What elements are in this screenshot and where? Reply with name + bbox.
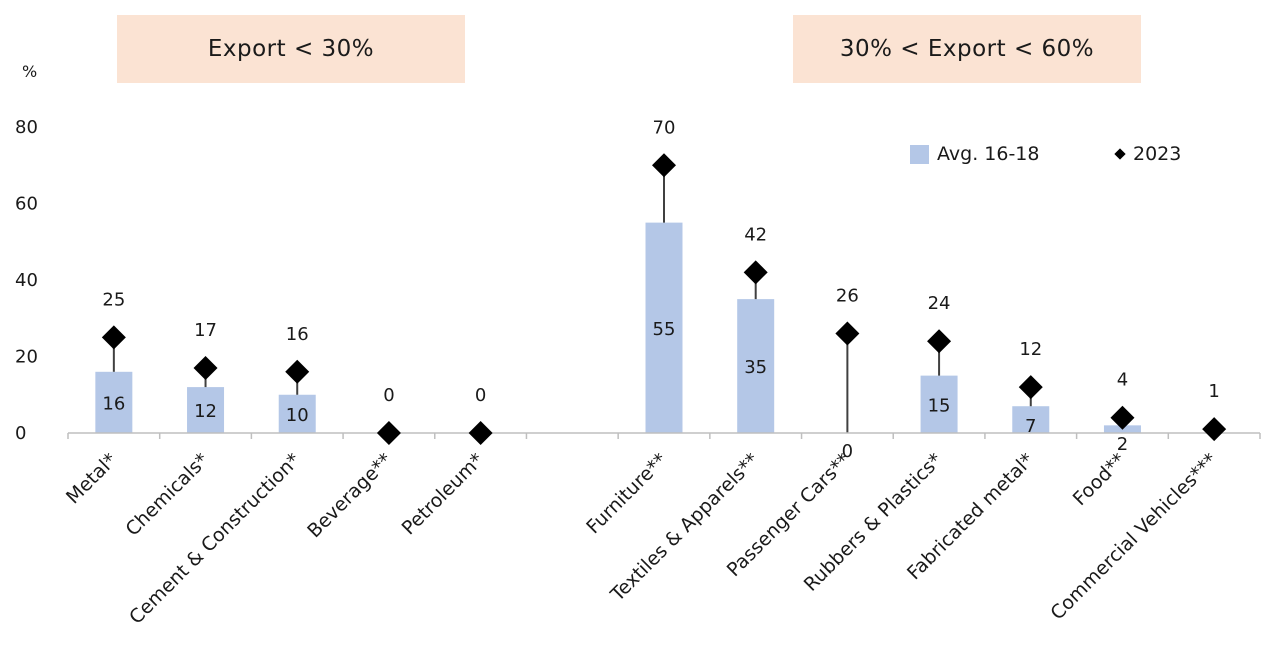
marker-2023 <box>835 321 860 346</box>
y-tick-label: 40 <box>15 270 38 291</box>
bars <box>95 222 1141 433</box>
marker-2023 <box>468 421 493 445</box>
y-tick-label: 80 <box>15 117 38 138</box>
x-ticks <box>67 433 1261 439</box>
marker-value-label: 70 <box>653 117 676 138</box>
marker-value-label: 12 <box>1019 339 1042 360</box>
bar-value-label: 15 <box>928 395 951 416</box>
bar-value-label: 12 <box>194 401 217 422</box>
group-label-export-30-60: 30% < Export < 60% <box>793 15 1141 83</box>
marker-2023 <box>652 153 676 178</box>
category-label: Textiles & Apparels** <box>606 449 763 606</box>
category-label: Furniture** <box>582 449 671 538</box>
stems <box>112 165 1124 433</box>
bar <box>920 375 958 433</box>
marker-value-label: 0 <box>475 385 486 406</box>
y-tick-label: 60 <box>15 194 38 215</box>
bar-value-label: 55 <box>653 319 676 340</box>
marker-value-labels: 25 17 16 0 0 70 42 26 24 12 4 1 <box>102 117 1219 406</box>
marker-value-label: 16 <box>286 324 309 345</box>
marker-value-label: 24 <box>928 293 951 314</box>
marker-2023 <box>101 325 126 350</box>
category-label: Beverage** <box>303 449 396 542</box>
bar-value-label: 35 <box>744 357 767 378</box>
legend-item-avg: Avg. 16-18 <box>910 143 1039 165</box>
bar <box>278 394 316 433</box>
bar-value-label: 7 <box>1025 416 1036 437</box>
y-axis-unit: % <box>22 62 38 81</box>
legend-label-2023: 2023 <box>1133 143 1182 165</box>
legend-diamond-icon <box>1114 148 1126 160</box>
bar <box>645 222 683 433</box>
legend-label-avg: Avg. 16-18 <box>937 143 1040 165</box>
marker-value-label: 1 <box>1208 381 1219 402</box>
marker-2023 <box>193 355 218 380</box>
bar <box>1012 406 1050 433</box>
bar-value-label: 16 <box>102 393 125 414</box>
marker-2023 <box>1202 417 1227 442</box>
marker-2023 <box>285 359 310 384</box>
category-label: Food** <box>1069 449 1130 510</box>
marker-2023 <box>927 329 952 354</box>
bar-value-labels: 16 12 10 55 35 0 15 7 2 <box>102 319 1128 462</box>
marker-value-label: 0 <box>383 385 394 406</box>
marker-2023 <box>376 421 401 445</box>
legend-item-2023: 2023 <box>1114 143 1182 165</box>
category-labels: Metal* Chemicals*Cement & Construction*Be… <box>62 449 1222 629</box>
category-label: Chemicals* <box>121 449 213 541</box>
marker-value-label: 25 <box>102 289 125 310</box>
legend-swatch-bar <box>910 144 929 164</box>
marker-value-label: 4 <box>1117 370 1128 391</box>
category-label: Metal* <box>62 449 121 508</box>
y-tick-label: 0 <box>15 423 26 444</box>
bar-value-label: 0 <box>842 441 853 462</box>
y-axis: 0 20 40 60 80 <box>15 117 38 444</box>
bar <box>737 299 775 433</box>
bar <box>95 371 133 433</box>
marker-value-label: 42 <box>744 224 767 245</box>
y-tick-label: 20 <box>15 347 38 368</box>
bar <box>187 387 225 433</box>
group-label-export-below-30: Export < 30% <box>117 15 465 83</box>
marker-value-label: 26 <box>836 286 859 307</box>
marker-2023 <box>1018 375 1043 400</box>
bar-value-label: 2 <box>1117 434 1128 455</box>
category-label: Commercial Vehicles*** <box>1046 449 1221 624</box>
bar-value-label: 10 <box>286 405 309 426</box>
category-label: Cement & Construction* <box>125 449 305 629</box>
marker-2023 <box>743 260 768 285</box>
marker-2023 <box>1110 405 1135 430</box>
category-label: Petroleum* <box>398 449 488 539</box>
markers-2023 <box>101 153 1227 445</box>
marker-value-label: 17 <box>194 320 217 341</box>
